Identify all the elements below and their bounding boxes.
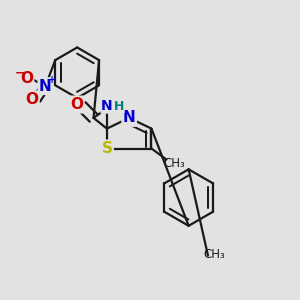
Text: CH₃: CH₃: [204, 248, 225, 260]
Text: −: −: [15, 67, 25, 80]
Text: O: O: [20, 71, 33, 86]
Text: S: S: [101, 141, 112, 156]
Text: N: N: [101, 99, 113, 113]
Text: N: N: [39, 79, 52, 94]
Text: N: N: [123, 110, 136, 125]
Text: CH₃: CH₃: [163, 158, 185, 170]
Text: O: O: [70, 97, 83, 112]
Text: +: +: [48, 75, 56, 85]
Text: H: H: [114, 100, 124, 112]
Text: O: O: [25, 92, 38, 107]
